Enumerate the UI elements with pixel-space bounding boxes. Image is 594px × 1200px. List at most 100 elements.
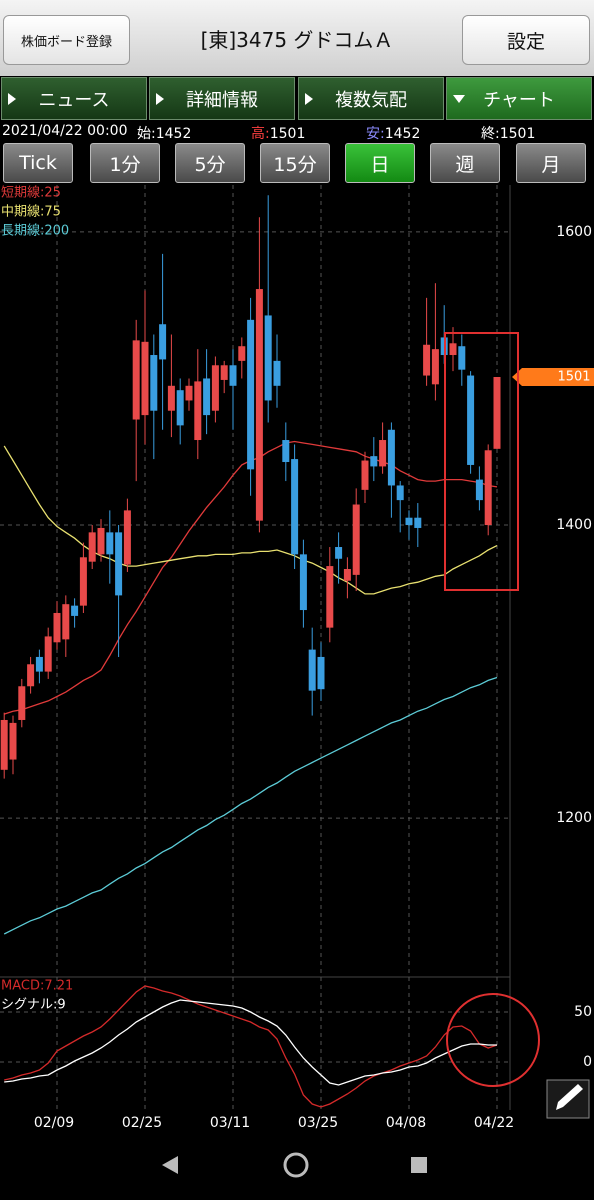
tab-label: 複数気配 — [335, 89, 407, 111]
candle-body — [27, 664, 35, 687]
back-button[interactable] — [162, 1156, 178, 1174]
home-button[interactable] — [283, 1152, 309, 1178]
legend-entry: 長期線:200 — [1, 223, 69, 239]
tab[interactable]: 詳細情報 — [149, 77, 295, 120]
candle-body — [62, 604, 70, 640]
candle-body — [423, 344, 431, 376]
header: 株価ボード登録 [東]3475 グドコムＡ 設定 — [0, 0, 594, 76]
tab-label: チャート — [483, 89, 555, 111]
chart: 02/09 02/25 03/11 03/25 04/08 04/22 1200 1400 16… — [0, 185, 594, 1178]
indicator-line — [4, 985, 498, 1108]
candle-body — [71, 605, 79, 616]
period-button[interactable]: 月 — [516, 143, 586, 183]
x-tick-label: 02/09 — [34, 1115, 74, 1131]
edit-button[interactable] — [546, 1079, 590, 1119]
period-button[interactable]: 週 — [430, 143, 500, 183]
info-low: 安:1452 — [366, 123, 420, 143]
candle-body — [431, 349, 439, 385]
candle-body — [370, 456, 378, 467]
info-close: 終:1501 — [481, 123, 535, 143]
candle-body — [159, 324, 167, 360]
tab-label: ニュース — [38, 89, 110, 111]
price-marker — [512, 368, 594, 387]
candle-body — [361, 460, 369, 490]
info-value: 1501 — [499, 126, 536, 142]
candle-body — [264, 315, 272, 401]
candle-body — [247, 319, 255, 470]
candle-body — [44, 636, 52, 672]
tab[interactable]: 複数気配 — [298, 77, 444, 120]
register-button[interactable]: 株価ボード登録 — [3, 15, 130, 65]
candle-body — [88, 532, 96, 562]
candle-body — [229, 365, 237, 386]
candle-body — [255, 289, 263, 521]
recent-button[interactable] — [411, 1157, 427, 1173]
y-tick-label: 1600 — [556, 224, 592, 240]
info-value: 1452 — [384, 126, 421, 142]
candle-body — [475, 479, 483, 501]
candle-body — [414, 517, 422, 528]
candle-body — [167, 385, 175, 411]
candle-body — [396, 485, 404, 501]
candle-body — [449, 343, 457, 356]
candle-body — [299, 554, 307, 611]
candle-body — [150, 355, 158, 411]
candle-body — [132, 340, 140, 420]
candle-body — [97, 527, 105, 555]
period-button[interactable]: 5分 — [175, 143, 245, 183]
settings-button[interactable]: 設定 — [462, 15, 590, 65]
candle-body — [9, 722, 17, 760]
candle-body — [194, 381, 202, 441]
period-button[interactable]: 1分 — [90, 143, 160, 183]
candle-body — [123, 510, 131, 565]
indicator-line — [4, 999, 497, 1086]
candle-body — [211, 365, 219, 411]
moving-average — [3, 445, 498, 595]
period-button[interactable]: Tick — [3, 143, 73, 183]
legend-entry: シグナル:9 — [1, 998, 66, 1013]
candle-body — [185, 385, 193, 401]
header-title: [東]3475 グドコムＡ — [200, 28, 394, 52]
period-button[interactable]: 15分 — [260, 143, 330, 183]
candle-body — [220, 365, 228, 380]
x-tick-label: 03/25 — [298, 1115, 338, 1131]
candle-body — [79, 557, 87, 606]
candle-body — [335, 547, 343, 559]
period-button-active[interactable]: 日 — [345, 143, 415, 183]
x-tick-label: 03/11 — [210, 1115, 250, 1131]
candle-body — [141, 341, 149, 416]
candle-body — [0, 719, 8, 770]
candle-body — [291, 459, 299, 555]
y-tick-label: 1200 — [556, 810, 592, 826]
info-value: 1452 — [155, 126, 192, 142]
candle-body — [176, 390, 184, 426]
highlight-circle — [446, 993, 540, 1087]
info-label: 始: — [137, 126, 156, 142]
candle-body — [115, 532, 123, 596]
candle-body — [273, 360, 281, 386]
candle-body — [405, 517, 413, 526]
candle-body — [467, 375, 475, 465]
tab[interactable]: ニュース — [1, 77, 147, 120]
info-high: 高:1501 — [251, 123, 305, 143]
info-open: 始:1452 — [137, 123, 191, 143]
moving-average — [3, 676, 498, 935]
legend-entry: MACD:7.21 — [1, 979, 73, 994]
candle-body — [308, 649, 316, 691]
info-datetime: 2021/04/22 00:00 — [2, 123, 128, 139]
candle-body — [484, 450, 492, 526]
candle-body — [203, 378, 211, 416]
nav-bar — [162, 1152, 427, 1178]
info-label: 高: — [251, 126, 270, 142]
tab-active[interactable]: チャート — [446, 77, 592, 120]
plot: 02/09 02/25 03/11 03/25 04/08 04/22 1200 1400 16… — [0, 185, 594, 1131]
candle-body — [343, 569, 351, 581]
candle-body — [493, 377, 501, 449]
candle-body — [379, 440, 387, 467]
candle-body — [106, 532, 114, 555]
price-marker-label: 1501 — [557, 370, 590, 385]
pencil-icon — [556, 1084, 583, 1110]
candle-body — [458, 346, 466, 370]
